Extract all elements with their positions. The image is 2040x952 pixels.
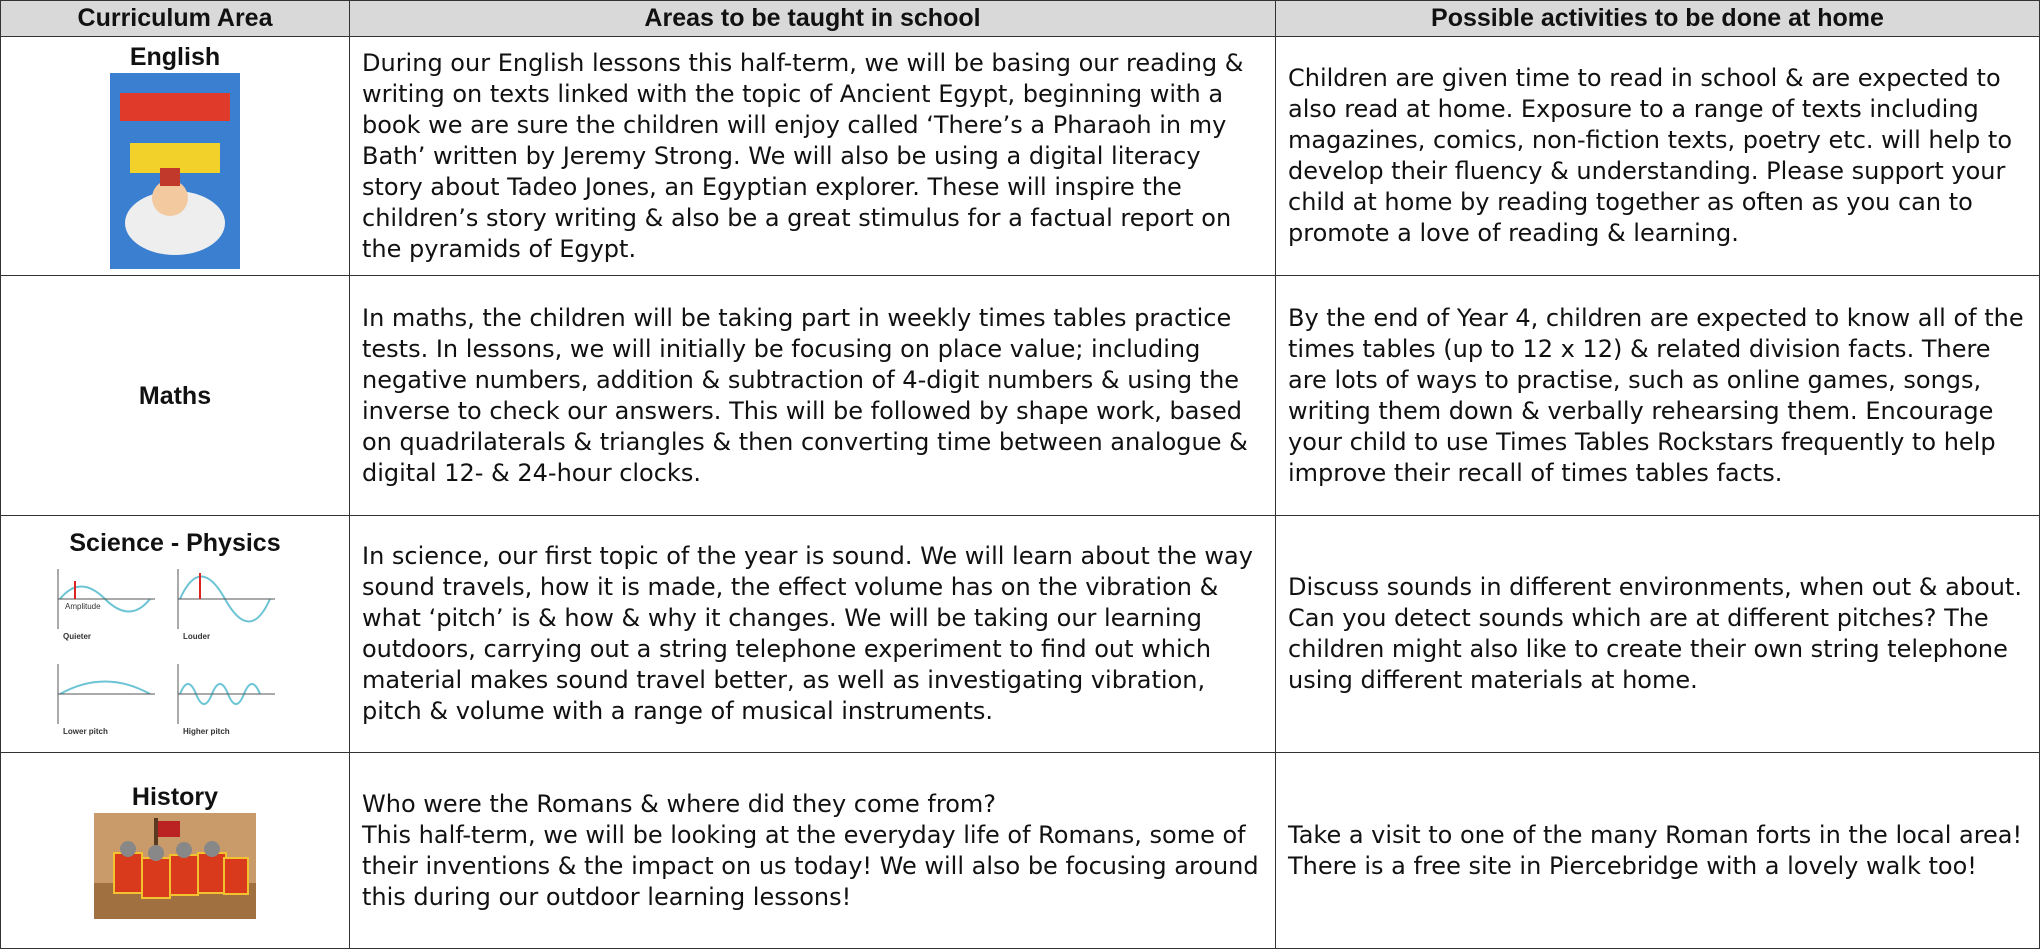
home-cell: Children are given time to read in schoo… bbox=[1275, 36, 2040, 276]
diagram-label: Higher pitch bbox=[183, 727, 230, 736]
diagram-label: Louder bbox=[183, 632, 210, 641]
row: History Who were the Romans & where did … bbox=[0, 752, 2040, 949]
text: Take a visit to one of the many Roman fo… bbox=[1288, 820, 2023, 880]
area-cell: Science - Physics Amplitude Quieter Loud… bbox=[0, 515, 350, 753]
text: This half-term, we will be looking at th… bbox=[362, 820, 1259, 911]
taught-cell: During our English lessons this half-ter… bbox=[349, 36, 1276, 276]
row: Science - Physics Amplitude Quieter Loud… bbox=[0, 515, 2040, 753]
home-cell: Discuss sounds in different environments… bbox=[1275, 515, 2040, 753]
header-row: Curriculum Area Areas to be taught in sc… bbox=[0, 0, 2040, 37]
area-title: English bbox=[129, 43, 221, 71]
text: During our English lessons this half-ter… bbox=[362, 48, 1244, 263]
history-photo bbox=[94, 812, 256, 919]
text: In science, our first topic of the year … bbox=[362, 542, 1253, 725]
row: English During our English lessons this … bbox=[0, 36, 2040, 276]
taught-cell: In science, our first topic of the year … bbox=[349, 515, 1276, 753]
area-cell: English bbox=[0, 36, 350, 276]
row: Maths In maths, the children will be tak… bbox=[0, 275, 2040, 516]
home-cell: By the end of Year 4, children are expec… bbox=[1275, 275, 2040, 516]
diagram-label: Quieter bbox=[63, 632, 91, 641]
text: Discuss sounds in different environments… bbox=[1288, 573, 2022, 694]
area-title: Science - Physics bbox=[69, 529, 281, 557]
area-cell: Maths bbox=[0, 275, 350, 516]
book-cover bbox=[110, 73, 240, 269]
taught-cell: Who were the Romans & where did they com… bbox=[349, 752, 1276, 949]
text: In maths, the children will be taking pa… bbox=[362, 303, 1248, 487]
area-title: Maths bbox=[138, 381, 212, 410]
text: Who were the Romans & where did they com… bbox=[362, 789, 997, 818]
header-cell: Curriculum Area bbox=[0, 0, 350, 37]
diagram-label: Amplitude bbox=[65, 602, 101, 611]
text: Children are given time to read in schoo… bbox=[1288, 64, 2013, 247]
sound-diagram: Amplitude Quieter Louder Lower pitch Hig… bbox=[57, 569, 275, 736]
taught-cell: In maths, the children will be taking pa… bbox=[349, 275, 1276, 516]
area-cell: History bbox=[0, 752, 350, 949]
text: By the end of Year 4, children are expec… bbox=[1288, 303, 2024, 487]
header-cell: Areas to be taught in school bbox=[349, 0, 1276, 37]
header-cell: Possible activities to be done at home bbox=[1275, 0, 2040, 37]
area-title: History bbox=[131, 782, 219, 811]
home-cell: Take a visit to one of the many Roman fo… bbox=[1275, 752, 2040, 949]
diagram-label: Lower pitch bbox=[63, 727, 108, 736]
